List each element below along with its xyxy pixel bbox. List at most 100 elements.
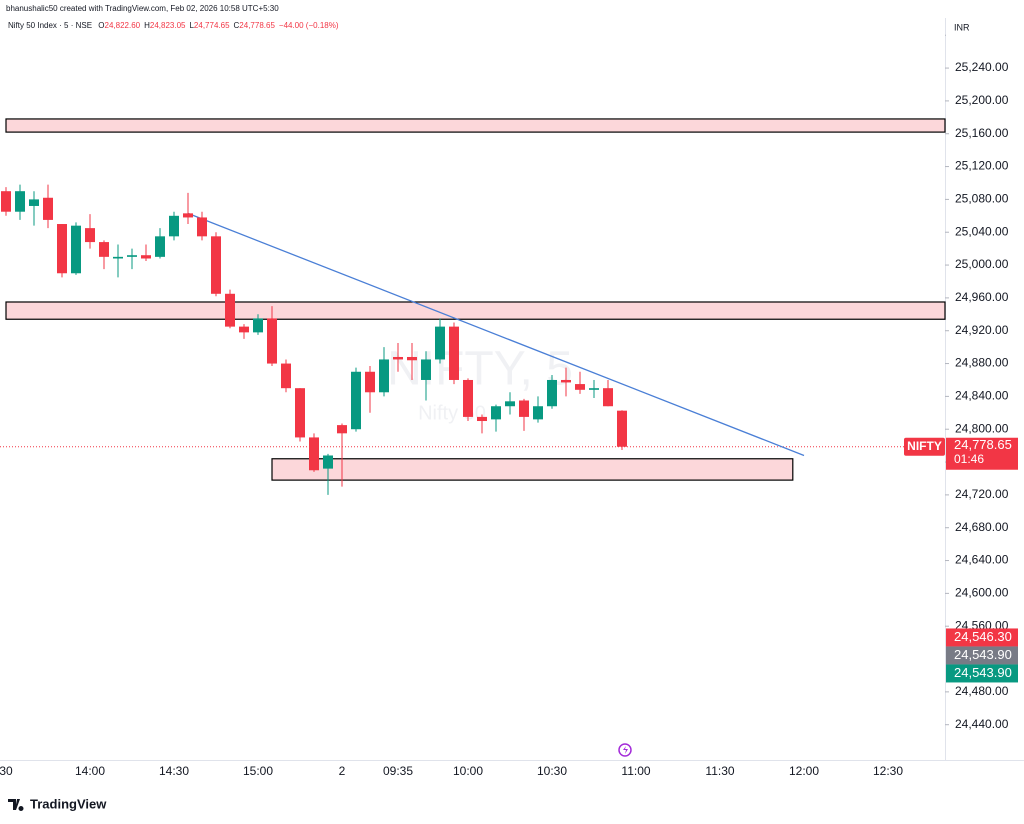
candle-body bbox=[449, 326, 459, 380]
price-tag-label: 24,546.30 bbox=[954, 629, 1012, 644]
candle-body bbox=[155, 236, 165, 257]
attribution: bhanushalic50 created with TradingView.c… bbox=[6, 4, 279, 13]
x-tick-label: 2 bbox=[339, 764, 346, 778]
candle-body bbox=[15, 191, 25, 212]
price-tag-label: 24,543.90 bbox=[954, 665, 1012, 680]
legend-symbol: Nifty 50 Index · 5 · NSE bbox=[8, 21, 92, 30]
y-tick-label: 25,040.00 bbox=[955, 224, 1009, 238]
candle-body bbox=[113, 256, 123, 259]
symbol-tag bbox=[904, 437, 945, 456]
candle-body bbox=[589, 388, 599, 390]
candle-body bbox=[183, 213, 193, 218]
candle-body bbox=[253, 318, 263, 333]
legend-value: 24,823.05 bbox=[150, 21, 186, 30]
candle-body bbox=[225, 293, 235, 327]
price-tag bbox=[946, 628, 1018, 647]
candle-body bbox=[127, 255, 137, 257]
y-tick-label: 25,240.00 bbox=[955, 60, 1009, 74]
x-tick-label: 14:00 bbox=[75, 764, 105, 778]
currency-box bbox=[946, 18, 1024, 40]
x-tick-label: 10:00 bbox=[453, 764, 483, 778]
candle-body bbox=[337, 425, 347, 434]
candle-body bbox=[267, 318, 277, 364]
y-tick-label: 24,920.00 bbox=[955, 323, 1009, 337]
x-tick-label: 15:00 bbox=[243, 764, 273, 778]
candle-body bbox=[575, 384, 585, 390]
x-tick-label: 12:00 bbox=[789, 764, 819, 778]
candle-body bbox=[407, 356, 417, 361]
y-tick-label: 24,720.00 bbox=[955, 487, 1009, 501]
candle-body bbox=[365, 371, 375, 393]
y-tick-label: 25,080.00 bbox=[955, 192, 1009, 206]
candle-body bbox=[85, 228, 95, 243]
legend-key: O bbox=[98, 21, 104, 30]
candle-body bbox=[505, 401, 515, 407]
candle-body bbox=[393, 356, 403, 360]
legend-change: −44.00 (−0.18%) bbox=[279, 21, 339, 30]
candle-body bbox=[617, 410, 627, 447]
header-bg bbox=[0, 0, 1024, 18]
brand: TradingView bbox=[30, 796, 107, 811]
price-tag bbox=[946, 646, 1018, 665]
currency: INR bbox=[954, 22, 970, 32]
candle-body bbox=[533, 406, 543, 420]
legend-value: 24,778.65 bbox=[239, 21, 275, 30]
legend-key: L bbox=[189, 21, 194, 30]
y-tick-label: 25,200.00 bbox=[955, 93, 1009, 107]
price-tag-label: 24,543.90 bbox=[954, 647, 1012, 662]
legend-key: C bbox=[234, 21, 240, 30]
y-tick-label: 25,120.00 bbox=[955, 159, 1009, 173]
candle-body bbox=[169, 215, 179, 237]
candle-body bbox=[197, 217, 207, 237]
y-tick-label: 24,600.00 bbox=[955, 586, 1009, 600]
candle-body bbox=[309, 437, 319, 471]
y-tick-label: 24,960.00 bbox=[955, 290, 1009, 304]
candle-body bbox=[1, 191, 11, 212]
candle-body bbox=[435, 326, 445, 360]
y-tick-label: 24,680.00 bbox=[955, 520, 1009, 534]
event-bolt bbox=[623, 746, 628, 754]
y-tick-label: 24,640.00 bbox=[955, 553, 1009, 567]
legend: Nifty 50 Index · 5 · NSE O24,822.60 H24,8… bbox=[8, 21, 339, 30]
y-tick-label: 24,800.00 bbox=[955, 421, 1009, 435]
event-circle bbox=[618, 743, 632, 757]
x-tick-label: 30 bbox=[0, 764, 13, 778]
candle-body bbox=[463, 379, 473, 417]
watermark-name: Nifty 50 bbox=[418, 402, 486, 424]
event-icon bbox=[618, 743, 632, 757]
y-tick-label: 24,480.00 bbox=[955, 684, 1009, 698]
candle-body bbox=[71, 225, 81, 274]
y-tick-label: 24,840.00 bbox=[955, 389, 1009, 403]
legend-value: 24,822.60 bbox=[105, 21, 141, 30]
candle-body bbox=[323, 455, 333, 469]
x-tick-label: 14:30 bbox=[159, 764, 189, 778]
watermark-symbol: NIFTY, 5 bbox=[387, 343, 573, 396]
trendline bbox=[187, 212, 805, 457]
legend-key: H bbox=[144, 21, 150, 30]
logo-icon bbox=[8, 799, 24, 811]
logo: TradingView bbox=[8, 796, 107, 811]
candle-body bbox=[99, 242, 109, 257]
candle-body bbox=[561, 379, 571, 383]
zone bbox=[5, 118, 946, 133]
last-price-label: 24,778.65 bbox=[954, 437, 1012, 452]
candle-body bbox=[141, 255, 151, 259]
candle-body bbox=[351, 371, 361, 430]
candle-body bbox=[295, 388, 305, 438]
candle-body bbox=[239, 326, 249, 333]
zone bbox=[271, 458, 794, 481]
zone bbox=[5, 301, 946, 320]
last-price-box bbox=[946, 437, 1018, 470]
candle-body bbox=[519, 400, 529, 417]
x-tick-label: 11:30 bbox=[705, 764, 734, 778]
y-tick-label: 25,160.00 bbox=[955, 126, 1009, 140]
candle-body bbox=[421, 359, 431, 380]
candle-body bbox=[477, 416, 487, 422]
countdown: 01:46 bbox=[954, 452, 984, 466]
price-tag bbox=[946, 664, 1018, 683]
candle-body bbox=[491, 406, 501, 420]
candle-body bbox=[281, 363, 291, 389]
candle-body bbox=[547, 379, 557, 407]
